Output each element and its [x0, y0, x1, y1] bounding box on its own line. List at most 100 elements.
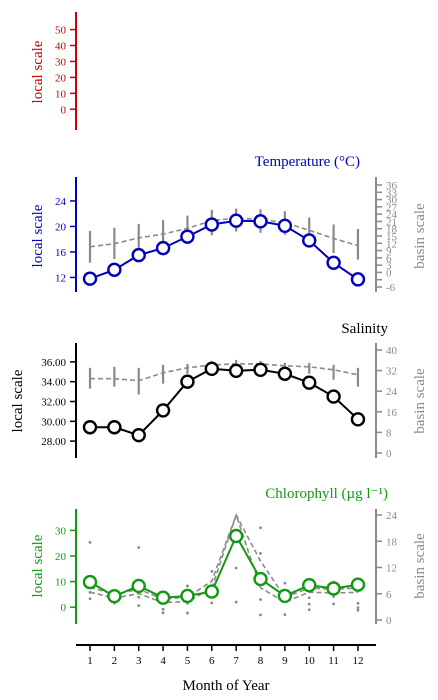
- chlorophyll-point: [82, 574, 98, 590]
- panel-chlorophyll: 0 10 20 30 0 6 12 18 24 Chlorophyll (µg l⁻¹) lo…: [30, 486, 428, 627]
- x-axis-label: Month of Year: [182, 678, 269, 694]
- chlorophyll-scatter-point: [307, 596, 311, 600]
- chlorophyll-scatter-point: [234, 566, 238, 570]
- x-tick-label: 7: [233, 655, 239, 667]
- right-tick-label: 32: [386, 366, 397, 378]
- salinity-point: [155, 403, 171, 418]
- right-tick-label: 30: [386, 195, 398, 207]
- left-tick-label: 32.00: [41, 397, 66, 409]
- salinity-point: [180, 374, 195, 389]
- left-tick-label: 0: [61, 104, 67, 116]
- temperature-basin-mean-line: [89, 217, 359, 248]
- x-tick-label: 2: [112, 655, 118, 667]
- chlorophyll-scatter-point: [259, 598, 262, 601]
- chlorophyll-scatter-point: [88, 541, 92, 544]
- salinity-point: [302, 375, 317, 390]
- salinity-basin-mean-line: [90, 363, 359, 382]
- chlorophyll-scatter-point: [186, 584, 189, 588]
- salinity-point: [277, 366, 293, 381]
- x-tick-label: 5: [185, 655, 191, 667]
- right-tick-label: 12: [386, 238, 397, 250]
- right-tick-label: 18: [386, 536, 398, 548]
- left-tick-label: 30.00: [41, 416, 66, 428]
- right-tick-label: 8: [386, 427, 392, 439]
- salinity-point: [326, 389, 341, 404]
- temperature-point: [180, 229, 195, 244]
- salinity-point: [350, 412, 366, 427]
- left-tick-label: 30: [55, 525, 67, 537]
- salinity-point: [204, 361, 220, 377]
- left-tick-label: 50: [55, 25, 67, 37]
- panel-salinity-ylabel-left: local scale: [10, 369, 26, 432]
- chlorophyll-scatter-point: [161, 611, 165, 615]
- right-tick-label: 3: [386, 260, 392, 272]
- chlorophyll-scatter-point: [356, 601, 360, 605]
- x-tick-label: 12: [352, 655, 363, 667]
- salinity-point: [82, 420, 98, 435]
- chlorophyll-scatter-point: [137, 546, 141, 549]
- chlorophyll-point: [350, 577, 366, 592]
- right-tick-label: 0: [386, 615, 392, 627]
- left-tick-label: 34.00: [41, 377, 66, 389]
- left-tick-label: 28.00: [41, 436, 66, 448]
- chlorophyll-point: [253, 571, 268, 587]
- temperature-point: [253, 214, 268, 229]
- chlorophyll-scatter-point: [283, 613, 287, 617]
- right-tick-label: 16: [386, 407, 398, 419]
- chlorophyll-point: [228, 528, 244, 544]
- chlorophyll-scatter-point: [161, 607, 165, 611]
- left-tick-label: 40: [55, 41, 67, 53]
- right-tick-label: 6: [386, 253, 392, 265]
- chlorophyll-point: [155, 590, 171, 605]
- left-tick-label: 0: [61, 602, 67, 614]
- x-axis: 1 2 3 4 5 6 7 8 9 10 11 12 Month of Year: [76, 644, 376, 694]
- temperature-local-line: [89, 219, 359, 281]
- panel-salinity-title: Salinity: [341, 321, 388, 337]
- panel-temperature-ylabel-right: basin scale: [412, 203, 428, 269]
- chlorophyll-scatter-point: [137, 604, 141, 608]
- chlorophyll-point: [204, 584, 220, 599]
- right-tick-label: 36: [386, 180, 398, 192]
- temperature-point: [155, 240, 171, 256]
- salinity-point: [107, 420, 122, 435]
- x-tick-label: 4: [160, 655, 166, 667]
- chlorophyll-scatter-point: [332, 595, 335, 598]
- right-tick-label: 24: [386, 510, 398, 522]
- chlorophyll-scatter-point: [137, 595, 141, 599]
- left-tick-label: 12: [55, 272, 66, 284]
- salinity-point: [131, 427, 146, 443]
- x-tick-label: 10: [304, 655, 316, 667]
- chlorophyll-point: [302, 577, 317, 593]
- left-tick-label: 10: [55, 88, 67, 100]
- chlorophyll-basin-mean-line: [89, 512, 359, 604]
- chlorophyll-point: [180, 588, 195, 604]
- x-tick-label: 9: [282, 655, 288, 667]
- chlorophyll-scatter-point: [356, 608, 360, 612]
- chlorophyll-scatter-point: [186, 611, 189, 615]
- chlorophyll-scatter-point: [259, 552, 262, 555]
- temperature-point: [82, 271, 98, 286]
- right-tick-label: 12: [386, 563, 397, 575]
- temperature-point: [277, 218, 293, 234]
- right-tick-label: 0: [386, 448, 392, 460]
- right-tick-label: 0: [386, 267, 392, 279]
- left-tick-label: 20: [55, 551, 67, 563]
- panel-chlorophyll-ylabel-left: local scale: [30, 534, 46, 597]
- panel-salinity-ylabel-right: basin scale: [412, 368, 428, 434]
- chlorophyll-scatter-point: [307, 608, 311, 612]
- chlorophyll-point: [326, 581, 341, 596]
- panel-empty-ylabel-left: local scale: [30, 40, 46, 103]
- chlorophyll-point: [107, 588, 122, 604]
- panel-empty: 0 10 20 30 40 50 local scale: [30, 12, 77, 130]
- chlorophyll-scatter-point: [210, 601, 214, 605]
- x-tick-label: 8: [258, 655, 264, 667]
- chlorophyll-scatter-point: [234, 600, 238, 604]
- chlorophyll-scatter-point: [210, 569, 214, 573]
- temperature-point: [131, 247, 146, 263]
- temperature-point: [107, 262, 122, 277]
- chlorophyll-point: [277, 588, 293, 604]
- right-tick-label: 21: [386, 216, 397, 228]
- chlorophyll-scatter-point: [259, 613, 262, 617]
- x-tick-label: 1: [87, 655, 93, 667]
